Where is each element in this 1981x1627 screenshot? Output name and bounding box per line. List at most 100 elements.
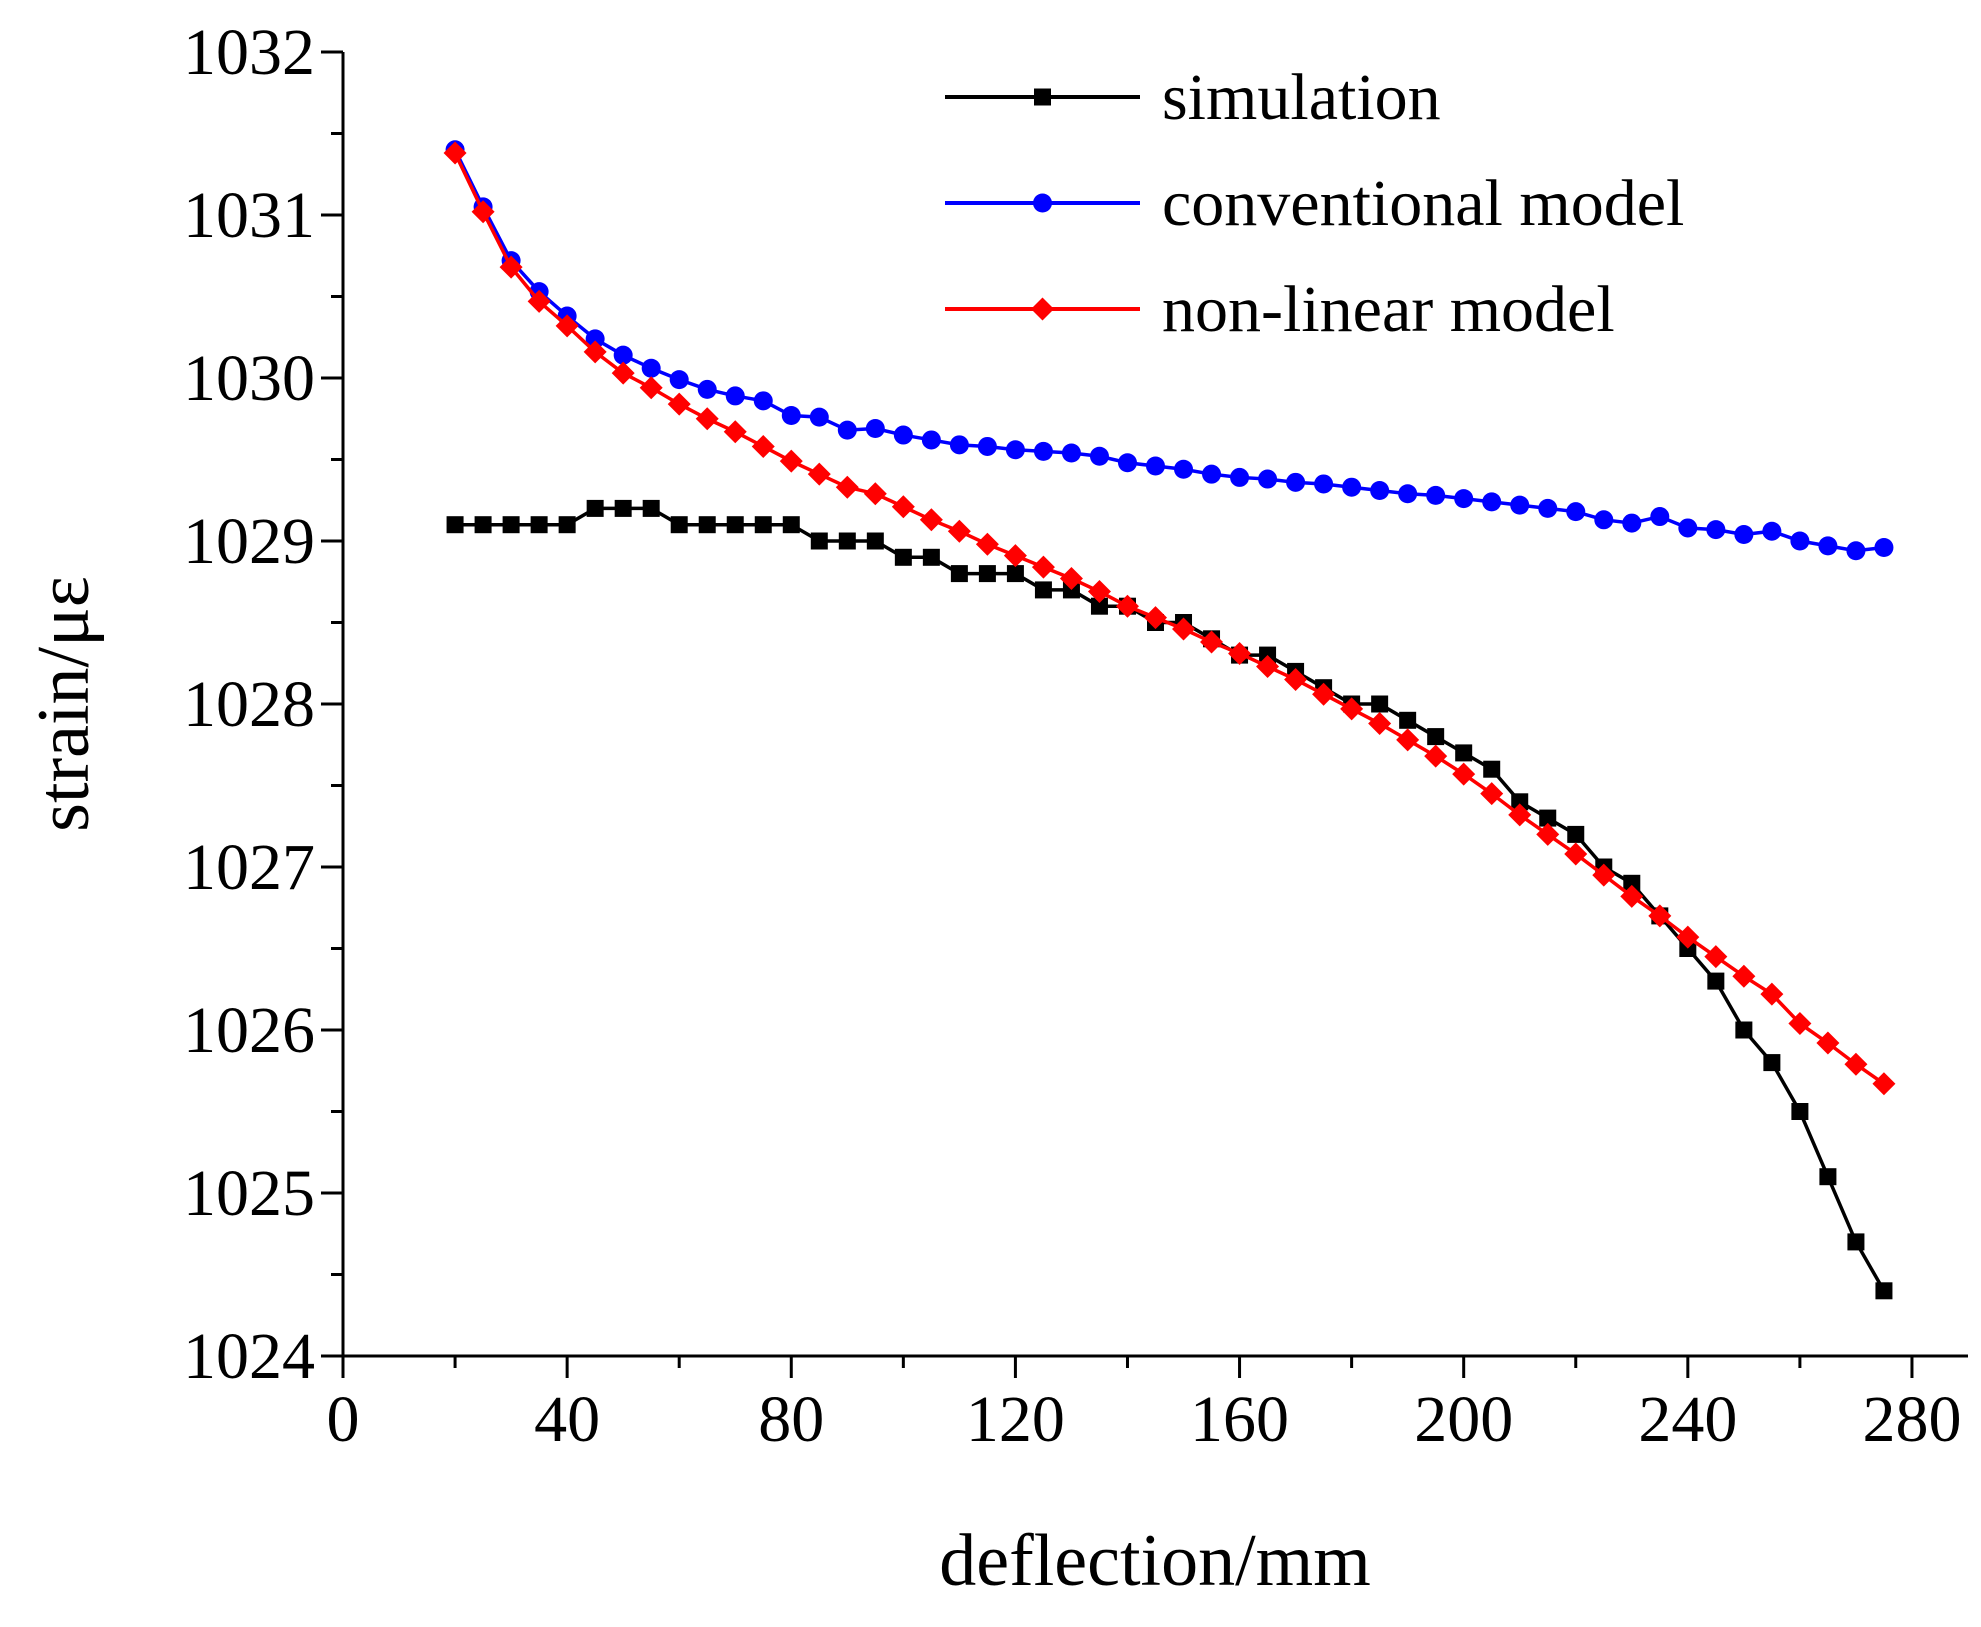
data-point-simulation	[1427, 728, 1445, 746]
data-point-conventional-model	[1089, 446, 1109, 466]
data-point-non-linear-model	[1564, 842, 1588, 866]
data-point-simulation	[1567, 825, 1585, 843]
data-point-conventional-model	[1622, 513, 1642, 533]
data-point-non-linear-model	[1144, 606, 1167, 630]
data-point-non-linear-model	[639, 376, 663, 400]
data-point-conventional-model	[1286, 472, 1306, 492]
data-point-non-linear-model	[527, 289, 551, 313]
data-point-simulation	[1483, 760, 1501, 778]
data-point-non-linear-model	[1508, 803, 1532, 827]
data-point-simulation	[502, 516, 520, 534]
data-point-conventional-model	[1061, 443, 1081, 463]
data-point-conventional-model	[1790, 531, 1810, 551]
data-point-non-linear-model	[667, 392, 691, 416]
data-point-conventional-model	[1174, 459, 1194, 479]
x-tick-label: 240	[1638, 1383, 1737, 1456]
legend-item-simulation: simulation	[945, 61, 1441, 134]
data-point-conventional-model	[865, 419, 885, 439]
data-point-non-linear-model	[1200, 630, 1224, 654]
data-point-non-linear-model	[1312, 682, 1336, 706]
data-point-non-linear-model	[695, 407, 719, 431]
data-point-simulation	[726, 516, 744, 534]
data-point-conventional-model	[613, 345, 633, 365]
data-point-simulation	[754, 516, 772, 534]
series-line-simulation	[455, 506, 1886, 1292]
data-point-non-linear-model	[1368, 712, 1392, 736]
data-point-simulation	[1006, 565, 1024, 583]
data-point-conventional-model	[641, 358, 661, 378]
data-point-conventional-model	[753, 391, 773, 411]
data-point-conventional-model	[1146, 456, 1165, 476]
x-tick-label: 120	[966, 1383, 1065, 1456]
data-point-non-linear-model	[751, 434, 775, 458]
data-point-non-linear-model	[807, 462, 831, 486]
legend-marker	[1033, 193, 1052, 213]
data-point-simulation	[698, 516, 716, 534]
data-point-conventional-model	[1314, 474, 1334, 494]
data-point-simulation	[530, 516, 548, 534]
series-non-linear-model	[443, 141, 1896, 1096]
legend-label: simulation	[1162, 61, 1441, 134]
legend-item-conventional-model: conventional model	[945, 167, 1684, 240]
data-point-non-linear-model	[1059, 566, 1083, 590]
data-point-conventional-model	[1202, 464, 1222, 484]
data-point-non-linear-model	[1816, 1031, 1840, 1055]
data-point-non-linear-model	[1536, 822, 1560, 846]
data-point-conventional-model	[1342, 477, 1362, 497]
data-point-simulation	[586, 499, 604, 517]
data-point-non-linear-model	[1256, 655, 1280, 679]
x-tick-label: 80	[758, 1383, 824, 1456]
data-point-simulation	[474, 516, 492, 534]
data-point-non-linear-model	[1452, 762, 1476, 786]
data-point-simulation	[1735, 1021, 1753, 1039]
data-point-simulation	[1763, 1054, 1781, 1072]
data-point-simulation	[866, 532, 884, 550]
data-point-simulation	[950, 565, 968, 583]
y-tick-label: 1027	[183, 831, 315, 904]
data-point-conventional-model	[1734, 524, 1754, 544]
data-point-simulation	[670, 516, 688, 534]
data-point-non-linear-model	[1788, 1011, 1812, 1035]
data-point-conventional-model	[837, 420, 857, 440]
data-point-conventional-model	[669, 370, 689, 390]
legend-marker	[1031, 297, 1054, 321]
data-point-conventional-model	[1818, 536, 1838, 556]
data-point-simulation	[978, 565, 996, 583]
data-point-simulation	[838, 532, 856, 550]
data-point-non-linear-model	[1620, 884, 1644, 908]
data-point-conventional-model	[1846, 541, 1866, 561]
data-point-non-linear-model	[583, 340, 607, 364]
data-point-simulation	[446, 516, 464, 534]
legend-item-non-linear-model: non-linear model	[945, 273, 1615, 346]
data-point-conventional-model	[1762, 521, 1782, 541]
data-point-conventional-model	[781, 405, 801, 425]
data-point-simulation	[1371, 695, 1389, 713]
series-line-non-linear-model	[453, 152, 1885, 1086]
data-point-conventional-model	[1594, 510, 1614, 530]
data-point-conventional-model	[1230, 467, 1250, 487]
data-point-conventional-model	[1706, 520, 1726, 540]
data-point-non-linear-model	[443, 141, 467, 165]
data-point-conventional-model	[1370, 480, 1390, 500]
x-tick-label: 40	[534, 1383, 600, 1456]
data-point-simulation	[1455, 744, 1473, 762]
data-point-non-linear-model	[891, 495, 915, 519]
data-point-non-linear-model	[723, 420, 747, 444]
data-point-conventional-model	[1482, 492, 1502, 512]
data-point-non-linear-model	[1704, 945, 1728, 969]
data-point-non-linear-model	[1340, 697, 1364, 721]
y-tick-label: 1026	[183, 994, 315, 1067]
data-point-simulation	[810, 532, 828, 550]
data-point-simulation	[558, 516, 576, 534]
y-tick-label: 1031	[183, 179, 315, 252]
data-point-conventional-model	[1033, 441, 1053, 461]
data-point-conventional-model	[949, 435, 969, 455]
data-point-simulation	[782, 516, 800, 534]
data-point-non-linear-model	[555, 314, 579, 338]
data-point-conventional-model	[1398, 484, 1418, 504]
legend-label: non-linear model	[1162, 273, 1615, 346]
data-point-conventional-model	[725, 386, 745, 406]
data-point-conventional-model	[1117, 453, 1137, 473]
data-point-simulation	[1847, 1233, 1865, 1251]
data-point-conventional-model	[809, 407, 829, 427]
